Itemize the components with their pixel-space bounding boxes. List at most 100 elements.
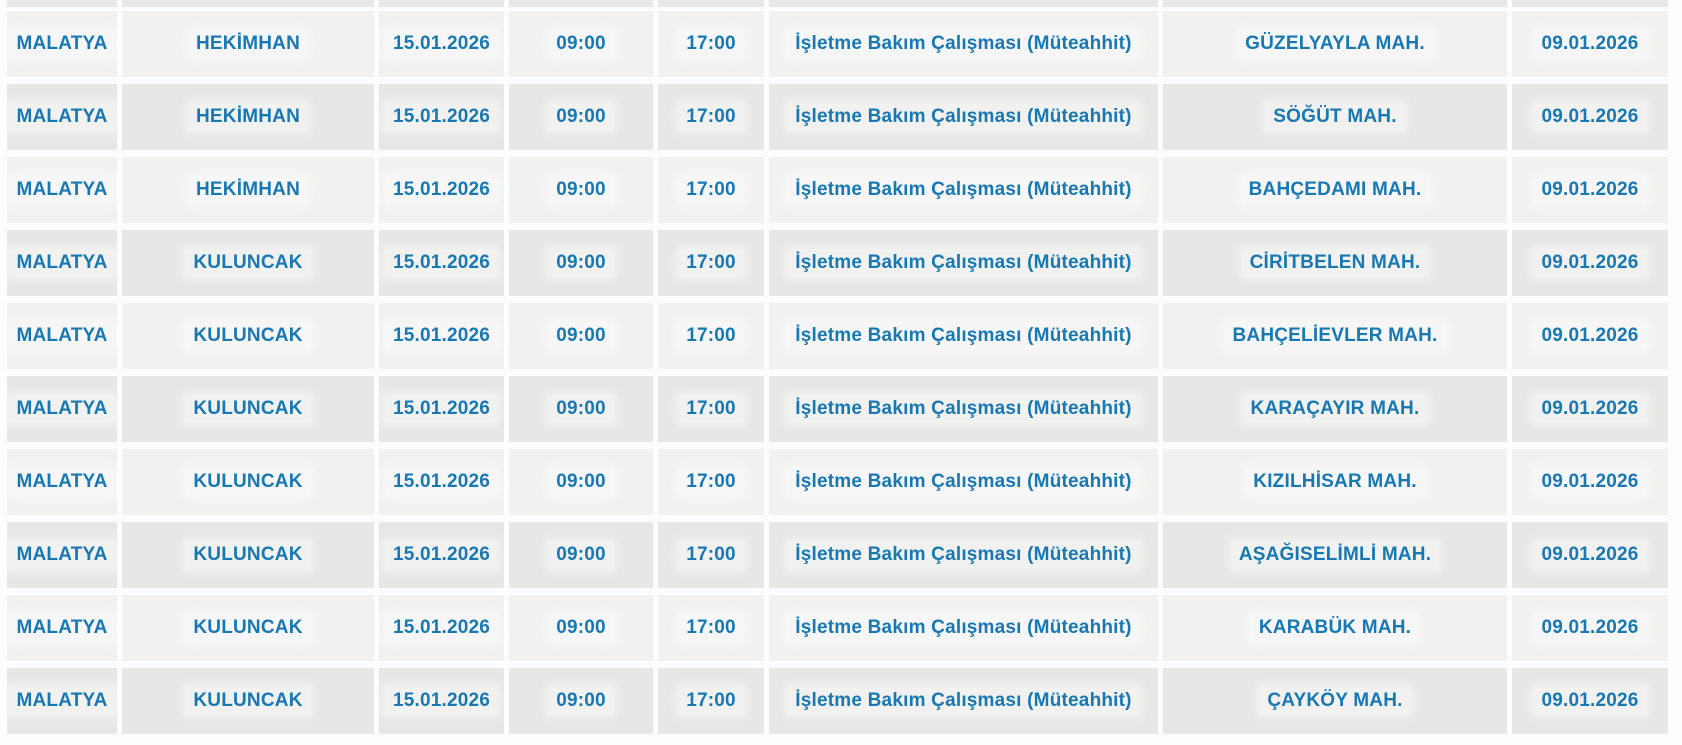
table-row: MALATYA KULUNCAK 15.01.2026 09:00 17:00 …	[7, 522, 1668, 588]
cell-city: MALATYA	[7, 303, 117, 369]
cell-description: İşletme Bakım Çalışması (Müteahhit)	[769, 11, 1158, 77]
neighborhood-label: CİRİTBELEN MAH.	[1241, 249, 1429, 277]
cell-description: İşletme Bakım Çalışması (Müteahhit)	[769, 303, 1158, 369]
table-row: MALATYA KULUNCAK 15.01.2026 09:00 17:00 …	[7, 376, 1668, 442]
cell-city: MALATYA	[7, 522, 117, 588]
cell-date: 15.01.2026	[379, 449, 504, 515]
cell-district: KULUNCAK	[122, 668, 374, 734]
cell-date: 15.01.2026	[379, 303, 504, 369]
cell-city: MALATYA	[7, 157, 117, 223]
end-time-label: 17:00	[678, 176, 744, 204]
partial-cell	[1163, 0, 1507, 7]
cell-date2: 09.01.2026	[1512, 230, 1668, 296]
neighborhood-label: BAHÇELİEVLER MAH.	[1224, 322, 1446, 350]
description-label: İşletme Bakım Çalışması (Müteahhit)	[787, 395, 1140, 423]
end-time-label: 17:00	[678, 395, 744, 423]
date-label: 15.01.2026	[384, 468, 499, 496]
partial-cell	[122, 0, 374, 7]
date2-label: 09.01.2026	[1533, 176, 1647, 204]
city-label: MALATYA	[8, 249, 116, 277]
partial-cell	[1512, 0, 1668, 7]
start-time-label: 09:00	[548, 614, 614, 642]
end-time-label: 17:00	[678, 541, 744, 569]
cell-start-time: 09:00	[509, 157, 653, 223]
table-row: MALATYA HEKİMHAN 15.01.2026 09:00 17:00 …	[7, 157, 1668, 223]
description-label: İşletme Bakım Çalışması (Müteahhit)	[787, 468, 1140, 496]
description-label: İşletme Bakım Çalışması (Müteahhit)	[787, 614, 1140, 642]
cell-neighborhood: AŞAĞISELİMLİ MAH.	[1163, 522, 1507, 588]
table-row: MALATYA KULUNCAK 15.01.2026 09:00 17:00 …	[7, 449, 1668, 515]
district-label: KULUNCAK	[185, 541, 311, 569]
cell-neighborhood: ÇAYKÖY MAH.	[1163, 668, 1507, 734]
cell-start-time: 09:00	[509, 11, 653, 77]
cell-neighborhood: KARABÜK MAH.	[1163, 595, 1507, 661]
district-label: KULUNCAK	[185, 249, 311, 277]
date2-label: 09.01.2026	[1533, 395, 1647, 423]
cell-description: İşletme Bakım Çalışması (Müteahhit)	[769, 157, 1158, 223]
cell-date: 15.01.2026	[379, 230, 504, 296]
neighborhood-label: GÜZELYAYLA MAH.	[1237, 30, 1433, 58]
description-label: İşletme Bakım Çalışması (Müteahhit)	[787, 176, 1140, 204]
end-time-label: 17:00	[678, 468, 744, 496]
end-time-label: 17:00	[678, 322, 744, 350]
table-row: MALATYA HEKİMHAN 15.01.2026 09:00 17:00 …	[7, 11, 1668, 77]
cell-date2: 09.01.2026	[1512, 376, 1668, 442]
city-label: MALATYA	[8, 468, 116, 496]
start-time-label: 09:00	[548, 468, 614, 496]
cell-date2: 09.01.2026	[1512, 449, 1668, 515]
date-label: 15.01.2026	[384, 322, 499, 350]
city-label: MALATYA	[8, 176, 116, 204]
cell-district: KULUNCAK	[122, 303, 374, 369]
description-label: İşletme Bakım Çalışması (Müteahhit)	[787, 103, 1140, 131]
cell-date2: 09.01.2026	[1512, 595, 1668, 661]
start-time-label: 09:00	[548, 687, 614, 715]
cell-city: MALATYA	[7, 376, 117, 442]
partial-cell	[509, 0, 653, 7]
district-label: KULUNCAK	[185, 687, 311, 715]
end-time-label: 17:00	[678, 614, 744, 642]
description-label: İşletme Bakım Çalışması (Müteahhit)	[787, 687, 1140, 715]
cell-date: 15.01.2026	[379, 376, 504, 442]
date2-label: 09.01.2026	[1533, 103, 1647, 131]
date-label: 15.01.2026	[384, 30, 499, 58]
cell-neighborhood: KIZILHİSAR MAH.	[1163, 449, 1507, 515]
cell-district: KULUNCAK	[122, 230, 374, 296]
neighborhood-label: BAHÇEDAMI MAH.	[1240, 176, 1430, 204]
partial-cell	[658, 0, 764, 7]
neighborhood-label: KIZILHİSAR MAH.	[1245, 468, 1425, 496]
cell-neighborhood: GÜZELYAYLA MAH.	[1163, 11, 1507, 77]
cell-start-time: 09:00	[509, 668, 653, 734]
cell-district: KULUNCAK	[122, 522, 374, 588]
outage-table: MALATYA HEKİMHAN 15.01.2026 09:00 17:00 …	[7, 0, 1668, 741]
cell-district: KULUNCAK	[122, 376, 374, 442]
cell-date: 15.01.2026	[379, 522, 504, 588]
cell-end-time: 17:00	[658, 376, 764, 442]
district-label: HEKİMHAN	[188, 30, 308, 58]
city-label: MALATYA	[8, 541, 116, 569]
cell-city: MALATYA	[7, 668, 117, 734]
cell-date: 15.01.2026	[379, 157, 504, 223]
cell-end-time: 17:00	[658, 11, 764, 77]
date-label: 15.01.2026	[384, 687, 499, 715]
district-label: HEKİMHAN	[188, 176, 308, 204]
date-label: 15.01.2026	[384, 103, 499, 131]
date-label: 15.01.2026	[384, 249, 499, 277]
cell-city: MALATYA	[7, 11, 117, 77]
partial-cell	[379, 0, 504, 7]
cell-date2: 09.01.2026	[1512, 157, 1668, 223]
cell-neighborhood: CİRİTBELEN MAH.	[1163, 230, 1507, 296]
date-label: 15.01.2026	[384, 614, 499, 642]
city-label: MALATYA	[8, 395, 116, 423]
district-label: KULUNCAK	[185, 614, 311, 642]
cell-city: MALATYA	[7, 449, 117, 515]
date2-label: 09.01.2026	[1533, 249, 1647, 277]
city-label: MALATYA	[8, 103, 116, 131]
cell-end-time: 17:00	[658, 230, 764, 296]
district-label: KULUNCAK	[185, 395, 311, 423]
table-row: MALATYA KULUNCAK 15.01.2026 09:00 17:00 …	[7, 303, 1668, 369]
start-time-label: 09:00	[548, 249, 614, 277]
cell-date: 15.01.2026	[379, 595, 504, 661]
date2-label: 09.01.2026	[1533, 541, 1647, 569]
city-label: MALATYA	[8, 687, 116, 715]
date-label: 15.01.2026	[384, 395, 499, 423]
